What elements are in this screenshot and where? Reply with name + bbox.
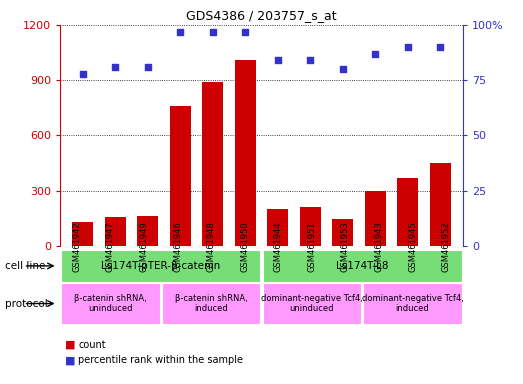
Text: Ls174T-pTER-β-catenin: Ls174T-pTER-β-catenin xyxy=(101,261,221,271)
Text: ■: ■ xyxy=(65,355,76,365)
Text: dominant-negative Tcf4,
induced: dominant-negative Tcf4, induced xyxy=(361,294,463,313)
Text: percentile rank within the sample: percentile rank within the sample xyxy=(78,355,243,365)
Bar xyxy=(137,216,158,246)
Bar xyxy=(170,106,191,246)
Text: GSM461947: GSM461947 xyxy=(106,221,115,272)
Text: β-catenin shRNA,
induced: β-catenin shRNA, induced xyxy=(175,294,247,313)
Bar xyxy=(397,178,418,246)
Bar xyxy=(235,60,256,246)
Text: GSM461952: GSM461952 xyxy=(441,222,451,272)
Point xyxy=(436,44,445,50)
Bar xyxy=(72,222,94,246)
Text: cell line: cell line xyxy=(5,261,46,271)
Text: GSM461944: GSM461944 xyxy=(274,222,283,272)
Text: ■: ■ xyxy=(65,340,76,350)
Text: GSM461942: GSM461942 xyxy=(72,222,82,272)
Point xyxy=(176,28,185,35)
Bar xyxy=(429,163,451,246)
Point xyxy=(403,44,412,50)
Bar xyxy=(202,82,223,246)
Point xyxy=(78,71,87,77)
Text: GSM461951: GSM461951 xyxy=(308,222,316,272)
Bar xyxy=(365,192,386,246)
Text: GSM461950: GSM461950 xyxy=(240,222,249,272)
Bar xyxy=(332,219,353,246)
Bar xyxy=(105,217,126,246)
Bar xyxy=(300,207,321,246)
Point xyxy=(241,28,249,35)
Point xyxy=(371,51,379,57)
Text: GSM461949: GSM461949 xyxy=(140,222,149,272)
Point xyxy=(209,28,217,35)
Text: dominant-negative Tcf4,
uninduced: dominant-negative Tcf4, uninduced xyxy=(261,294,363,313)
Point xyxy=(306,57,314,63)
Text: GSM461943: GSM461943 xyxy=(374,221,383,272)
Bar xyxy=(267,209,288,246)
Text: GSM461946: GSM461946 xyxy=(173,221,182,272)
Text: GSM461945: GSM461945 xyxy=(408,222,417,272)
Text: count: count xyxy=(78,340,106,350)
Text: Ls174T-L8: Ls174T-L8 xyxy=(336,261,389,271)
Point xyxy=(338,66,347,72)
Text: GSM461953: GSM461953 xyxy=(341,221,350,272)
Point xyxy=(274,57,282,63)
Point xyxy=(111,64,120,70)
Text: GSM461948: GSM461948 xyxy=(207,221,215,272)
Title: GDS4386 / 203757_s_at: GDS4386 / 203757_s_at xyxy=(186,9,337,22)
Point xyxy=(144,64,152,70)
Text: β-catenin shRNA,
uninduced: β-catenin shRNA, uninduced xyxy=(74,294,147,313)
Text: protocol: protocol xyxy=(5,298,48,309)
